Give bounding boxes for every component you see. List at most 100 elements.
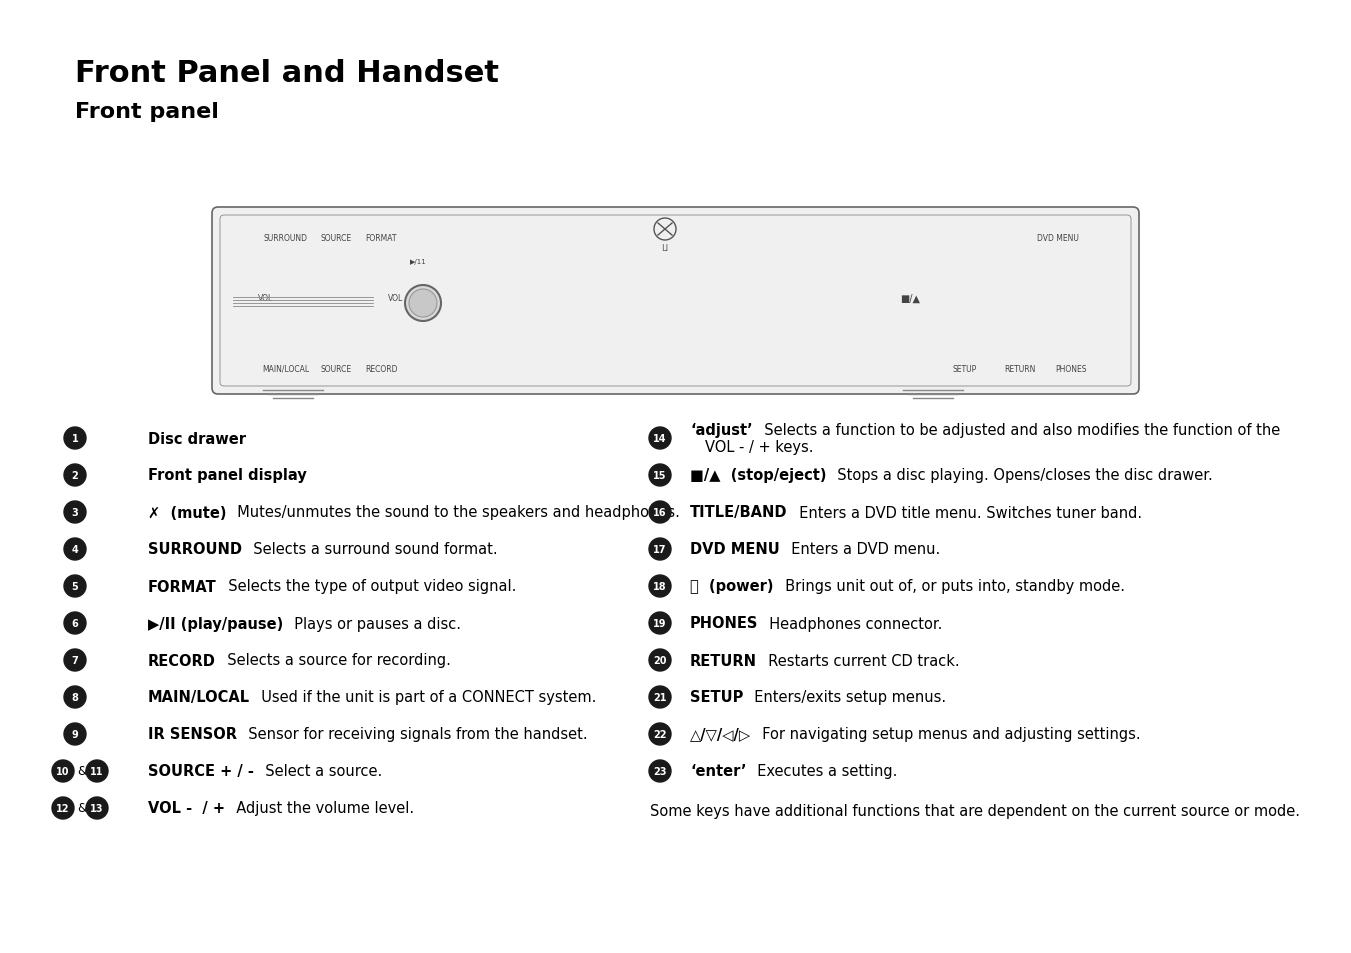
- Circle shape: [51, 760, 74, 782]
- Text: 7: 7: [72, 656, 78, 665]
- Circle shape: [86, 797, 108, 820]
- Text: RETURN: RETURN: [1004, 365, 1036, 374]
- Text: 4: 4: [72, 544, 78, 555]
- Circle shape: [648, 501, 671, 523]
- Text: Front Panel and Handset: Front Panel and Handset: [76, 59, 499, 88]
- Text: 15: 15: [654, 471, 667, 480]
- Text: Headphones connector.: Headphones connector.: [761, 616, 943, 631]
- Text: VOL - / + keys.: VOL - / + keys.: [705, 440, 813, 455]
- Circle shape: [648, 723, 671, 745]
- Text: SETUP: SETUP: [952, 365, 977, 374]
- Text: 23: 23: [654, 766, 667, 776]
- Circle shape: [63, 501, 86, 523]
- Circle shape: [405, 286, 440, 322]
- FancyBboxPatch shape: [212, 208, 1139, 395]
- Text: 8: 8: [72, 692, 78, 702]
- Text: Adjust the volume level.: Adjust the volume level.: [227, 801, 415, 816]
- Text: TITLE/BAND: TITLE/BAND: [690, 505, 788, 520]
- Text: 20: 20: [654, 656, 667, 665]
- Circle shape: [86, 760, 108, 782]
- Circle shape: [648, 576, 671, 598]
- Text: ✗  (mute): ✗ (mute): [149, 505, 227, 520]
- Text: Selects the type of output video signal.: Selects the type of output video signal.: [219, 578, 516, 594]
- Text: VOL: VOL: [388, 294, 404, 303]
- Text: SOURCE: SOURCE: [320, 233, 351, 243]
- Text: Select a source.: Select a source.: [255, 763, 382, 779]
- Text: Used if the unit is part of a CONNECT system.: Used if the unit is part of a CONNECT sy…: [253, 690, 597, 705]
- Text: VOL -  / +: VOL - / +: [149, 801, 226, 816]
- Text: Sensor for receiving signals from the handset.: Sensor for receiving signals from the ha…: [239, 727, 588, 741]
- Circle shape: [63, 464, 86, 486]
- Text: ■/▲: ■/▲: [900, 294, 920, 304]
- Circle shape: [63, 576, 86, 598]
- Text: 19: 19: [654, 618, 667, 628]
- Text: FORMAT: FORMAT: [149, 578, 216, 594]
- Text: SETUP: SETUP: [690, 690, 743, 705]
- Circle shape: [63, 723, 86, 745]
- Text: IR SENSOR: IR SENSOR: [149, 727, 236, 741]
- Circle shape: [409, 290, 436, 317]
- Text: Front panel: Front panel: [76, 102, 219, 122]
- Text: RECORD: RECORD: [365, 365, 397, 374]
- Text: VOL: VOL: [258, 294, 274, 303]
- Text: Selects a source for recording.: Selects a source for recording.: [218, 653, 451, 668]
- Text: Restarts current CD track.: Restarts current CD track.: [759, 653, 959, 668]
- Text: Some keys have additional functions that are dependent on the current source or : Some keys have additional functions that…: [650, 803, 1300, 818]
- Text: ⏻  (power): ⏻ (power): [690, 578, 774, 594]
- Text: Brings unit out of, or puts into, standby mode.: Brings unit out of, or puts into, standb…: [775, 578, 1124, 594]
- Circle shape: [648, 760, 671, 782]
- Circle shape: [648, 428, 671, 450]
- Text: ▶/11: ▶/11: [409, 258, 427, 265]
- Text: 3: 3: [72, 507, 78, 517]
- Text: ▶/II (play/pause): ▶/II (play/pause): [149, 616, 284, 631]
- Text: 16: 16: [654, 507, 667, 517]
- Text: Stops a disc playing. Opens/closes the disc drawer.: Stops a disc playing. Opens/closes the d…: [828, 468, 1213, 483]
- Text: Front panel display: Front panel display: [149, 468, 307, 483]
- Text: SOURCE + / -: SOURCE + / -: [149, 763, 254, 779]
- Text: LI: LI: [662, 244, 669, 253]
- Text: 12: 12: [57, 803, 70, 813]
- Text: FORMAT: FORMAT: [365, 233, 397, 243]
- Text: Enters a DVD title menu. Switches tuner band.: Enters a DVD title menu. Switches tuner …: [789, 505, 1142, 520]
- Text: Disc drawer: Disc drawer: [149, 431, 246, 446]
- Circle shape: [63, 538, 86, 560]
- Text: MAIN/LOCAL: MAIN/LOCAL: [149, 690, 250, 705]
- Text: 9: 9: [72, 729, 78, 740]
- Text: SURROUND: SURROUND: [149, 542, 242, 557]
- Text: 17: 17: [654, 544, 667, 555]
- Circle shape: [63, 686, 86, 708]
- Text: 14: 14: [654, 434, 667, 443]
- Text: ‘enter’: ‘enter’: [690, 763, 747, 779]
- Text: Selects a surround sound format.: Selects a surround sound format.: [245, 542, 497, 557]
- Text: MAIN/LOCAL: MAIN/LOCAL: [262, 365, 309, 374]
- Circle shape: [63, 613, 86, 635]
- Text: RETURN: RETURN: [690, 653, 757, 668]
- Text: 11: 11: [91, 766, 104, 776]
- Text: 22: 22: [654, 729, 667, 740]
- Text: △/▽/◁/▷: △/▽/◁/▷: [690, 727, 751, 741]
- Text: DVD MENU: DVD MENU: [1038, 233, 1079, 243]
- Circle shape: [63, 428, 86, 450]
- Text: &: &: [77, 801, 86, 815]
- Text: PHONES: PHONES: [1055, 365, 1086, 374]
- Text: 5: 5: [72, 581, 78, 592]
- Text: 6: 6: [72, 618, 78, 628]
- Text: Plays or pauses a disc.: Plays or pauses a disc.: [285, 616, 461, 631]
- Text: For navigating setup menus and adjusting settings.: For navigating setup menus and adjusting…: [753, 727, 1140, 741]
- Text: ‘adjust’: ‘adjust’: [690, 422, 753, 437]
- Text: PHONES: PHONES: [690, 616, 758, 631]
- Text: 13: 13: [91, 803, 104, 813]
- Circle shape: [648, 686, 671, 708]
- Text: Selects a function to be adjusted and also modifies the function of the: Selects a function to be adjusted and al…: [755, 422, 1279, 437]
- Circle shape: [648, 649, 671, 671]
- Text: RECORD: RECORD: [149, 653, 216, 668]
- Text: 21: 21: [654, 692, 667, 702]
- Text: 10: 10: [57, 766, 70, 776]
- Text: Executes a setting.: Executes a setting.: [748, 763, 898, 779]
- Text: 1: 1: [72, 434, 78, 443]
- Text: 18: 18: [653, 581, 667, 592]
- Circle shape: [648, 538, 671, 560]
- Text: Mutes/unmutes the sound to the speakers and headphones.: Mutes/unmutes the sound to the speakers …: [228, 505, 681, 520]
- Text: 2: 2: [72, 471, 78, 480]
- Text: Enters a DVD menu.: Enters a DVD menu.: [782, 542, 940, 557]
